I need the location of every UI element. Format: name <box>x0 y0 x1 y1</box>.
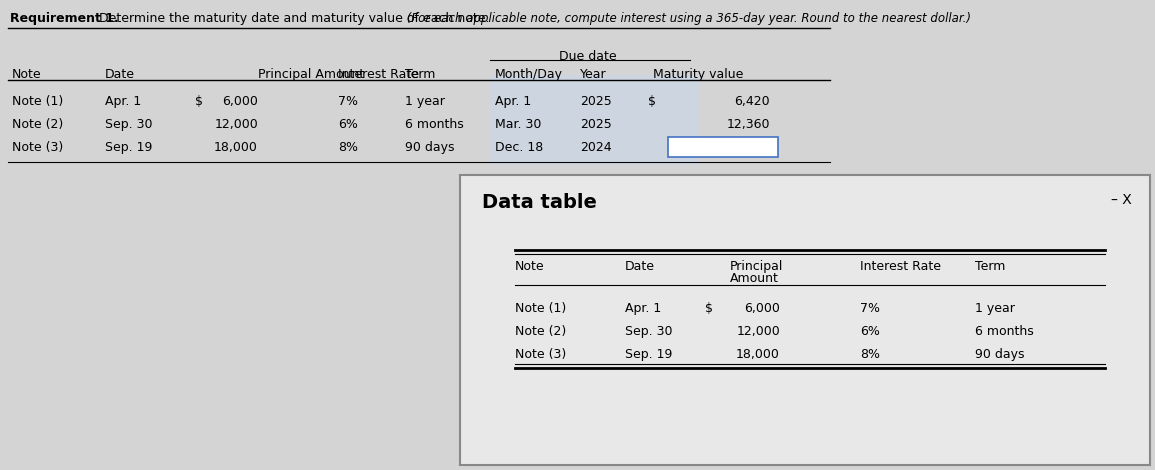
Text: Sep. 30: Sep. 30 <box>625 325 672 338</box>
Text: Date: Date <box>625 260 655 273</box>
Bar <box>460 175 1150 465</box>
Text: $: $ <box>705 302 713 315</box>
Bar <box>668 137 778 157</box>
Text: 18,000: 18,000 <box>736 348 780 361</box>
Text: 1 year: 1 year <box>405 95 445 108</box>
Text: 7%: 7% <box>338 95 358 108</box>
Text: Apr. 1: Apr. 1 <box>625 302 662 315</box>
Text: 6,000: 6,000 <box>744 302 780 315</box>
Text: Requirement 1.: Requirement 1. <box>10 12 119 25</box>
Text: Year: Year <box>580 68 606 81</box>
Text: 6%: 6% <box>338 118 358 131</box>
Text: Maturity value: Maturity value <box>653 68 744 81</box>
Text: 6,420: 6,420 <box>735 95 770 108</box>
Bar <box>490 75 700 165</box>
Text: Note (3): Note (3) <box>12 141 64 154</box>
Text: Note: Note <box>515 260 545 273</box>
Text: Note (3): Note (3) <box>515 348 566 361</box>
Text: Apr. 1: Apr. 1 <box>105 95 141 108</box>
Text: Due date: Due date <box>559 50 617 63</box>
Text: $: $ <box>648 95 656 108</box>
Text: Interest Rate: Interest Rate <box>860 260 941 273</box>
Text: 6,000: 6,000 <box>222 95 258 108</box>
Text: Note (2): Note (2) <box>515 325 566 338</box>
Text: Data table: Data table <box>482 193 597 212</box>
Text: Principal Amount: Principal Amount <box>258 68 364 81</box>
Text: 8%: 8% <box>860 348 880 361</box>
Text: (For each applicable note, compute interest using a 365-day year. Round to the n: (For each applicable note, compute inter… <box>403 12 971 25</box>
Text: Note: Note <box>12 68 42 81</box>
Text: Sep. 30: Sep. 30 <box>105 118 152 131</box>
Text: Mar. 30: Mar. 30 <box>495 118 542 131</box>
Text: Amount: Amount <box>730 272 778 285</box>
Text: 6 months: 6 months <box>975 325 1034 338</box>
Text: 90 days: 90 days <box>975 348 1024 361</box>
Text: Note (2): Note (2) <box>12 118 64 131</box>
Text: Principal: Principal <box>730 260 783 273</box>
Text: 12,000: 12,000 <box>214 118 258 131</box>
Text: 12,360: 12,360 <box>726 118 770 131</box>
Text: 12,000: 12,000 <box>736 325 780 338</box>
Text: 90 days: 90 days <box>405 141 455 154</box>
Text: Month/Day: Month/Day <box>495 68 562 81</box>
Text: 6%: 6% <box>860 325 880 338</box>
Text: $: $ <box>195 95 203 108</box>
Text: Note (1): Note (1) <box>515 302 566 315</box>
Text: Dec. 18: Dec. 18 <box>495 141 543 154</box>
Text: 2024: 2024 <box>580 141 612 154</box>
Text: Term: Term <box>975 260 1005 273</box>
Text: Sep. 19: Sep. 19 <box>105 141 152 154</box>
Text: Interest Rate: Interest Rate <box>338 68 419 81</box>
Text: Apr. 1: Apr. 1 <box>495 95 531 108</box>
Text: Sep. 19: Sep. 19 <box>625 348 672 361</box>
Text: Term: Term <box>405 68 435 81</box>
Text: 2025: 2025 <box>580 118 612 131</box>
Text: Determine the maturity date and maturity value of each note.: Determine the maturity date and maturity… <box>95 12 490 25</box>
Text: 7%: 7% <box>860 302 880 315</box>
Text: Date: Date <box>105 68 135 81</box>
Text: Note (1): Note (1) <box>12 95 64 108</box>
Text: 1 year: 1 year <box>975 302 1015 315</box>
Text: 18,000: 18,000 <box>214 141 258 154</box>
Text: – X: – X <box>1111 193 1132 207</box>
Text: 8%: 8% <box>338 141 358 154</box>
Text: 6 months: 6 months <box>405 118 464 131</box>
Text: 2025: 2025 <box>580 95 612 108</box>
